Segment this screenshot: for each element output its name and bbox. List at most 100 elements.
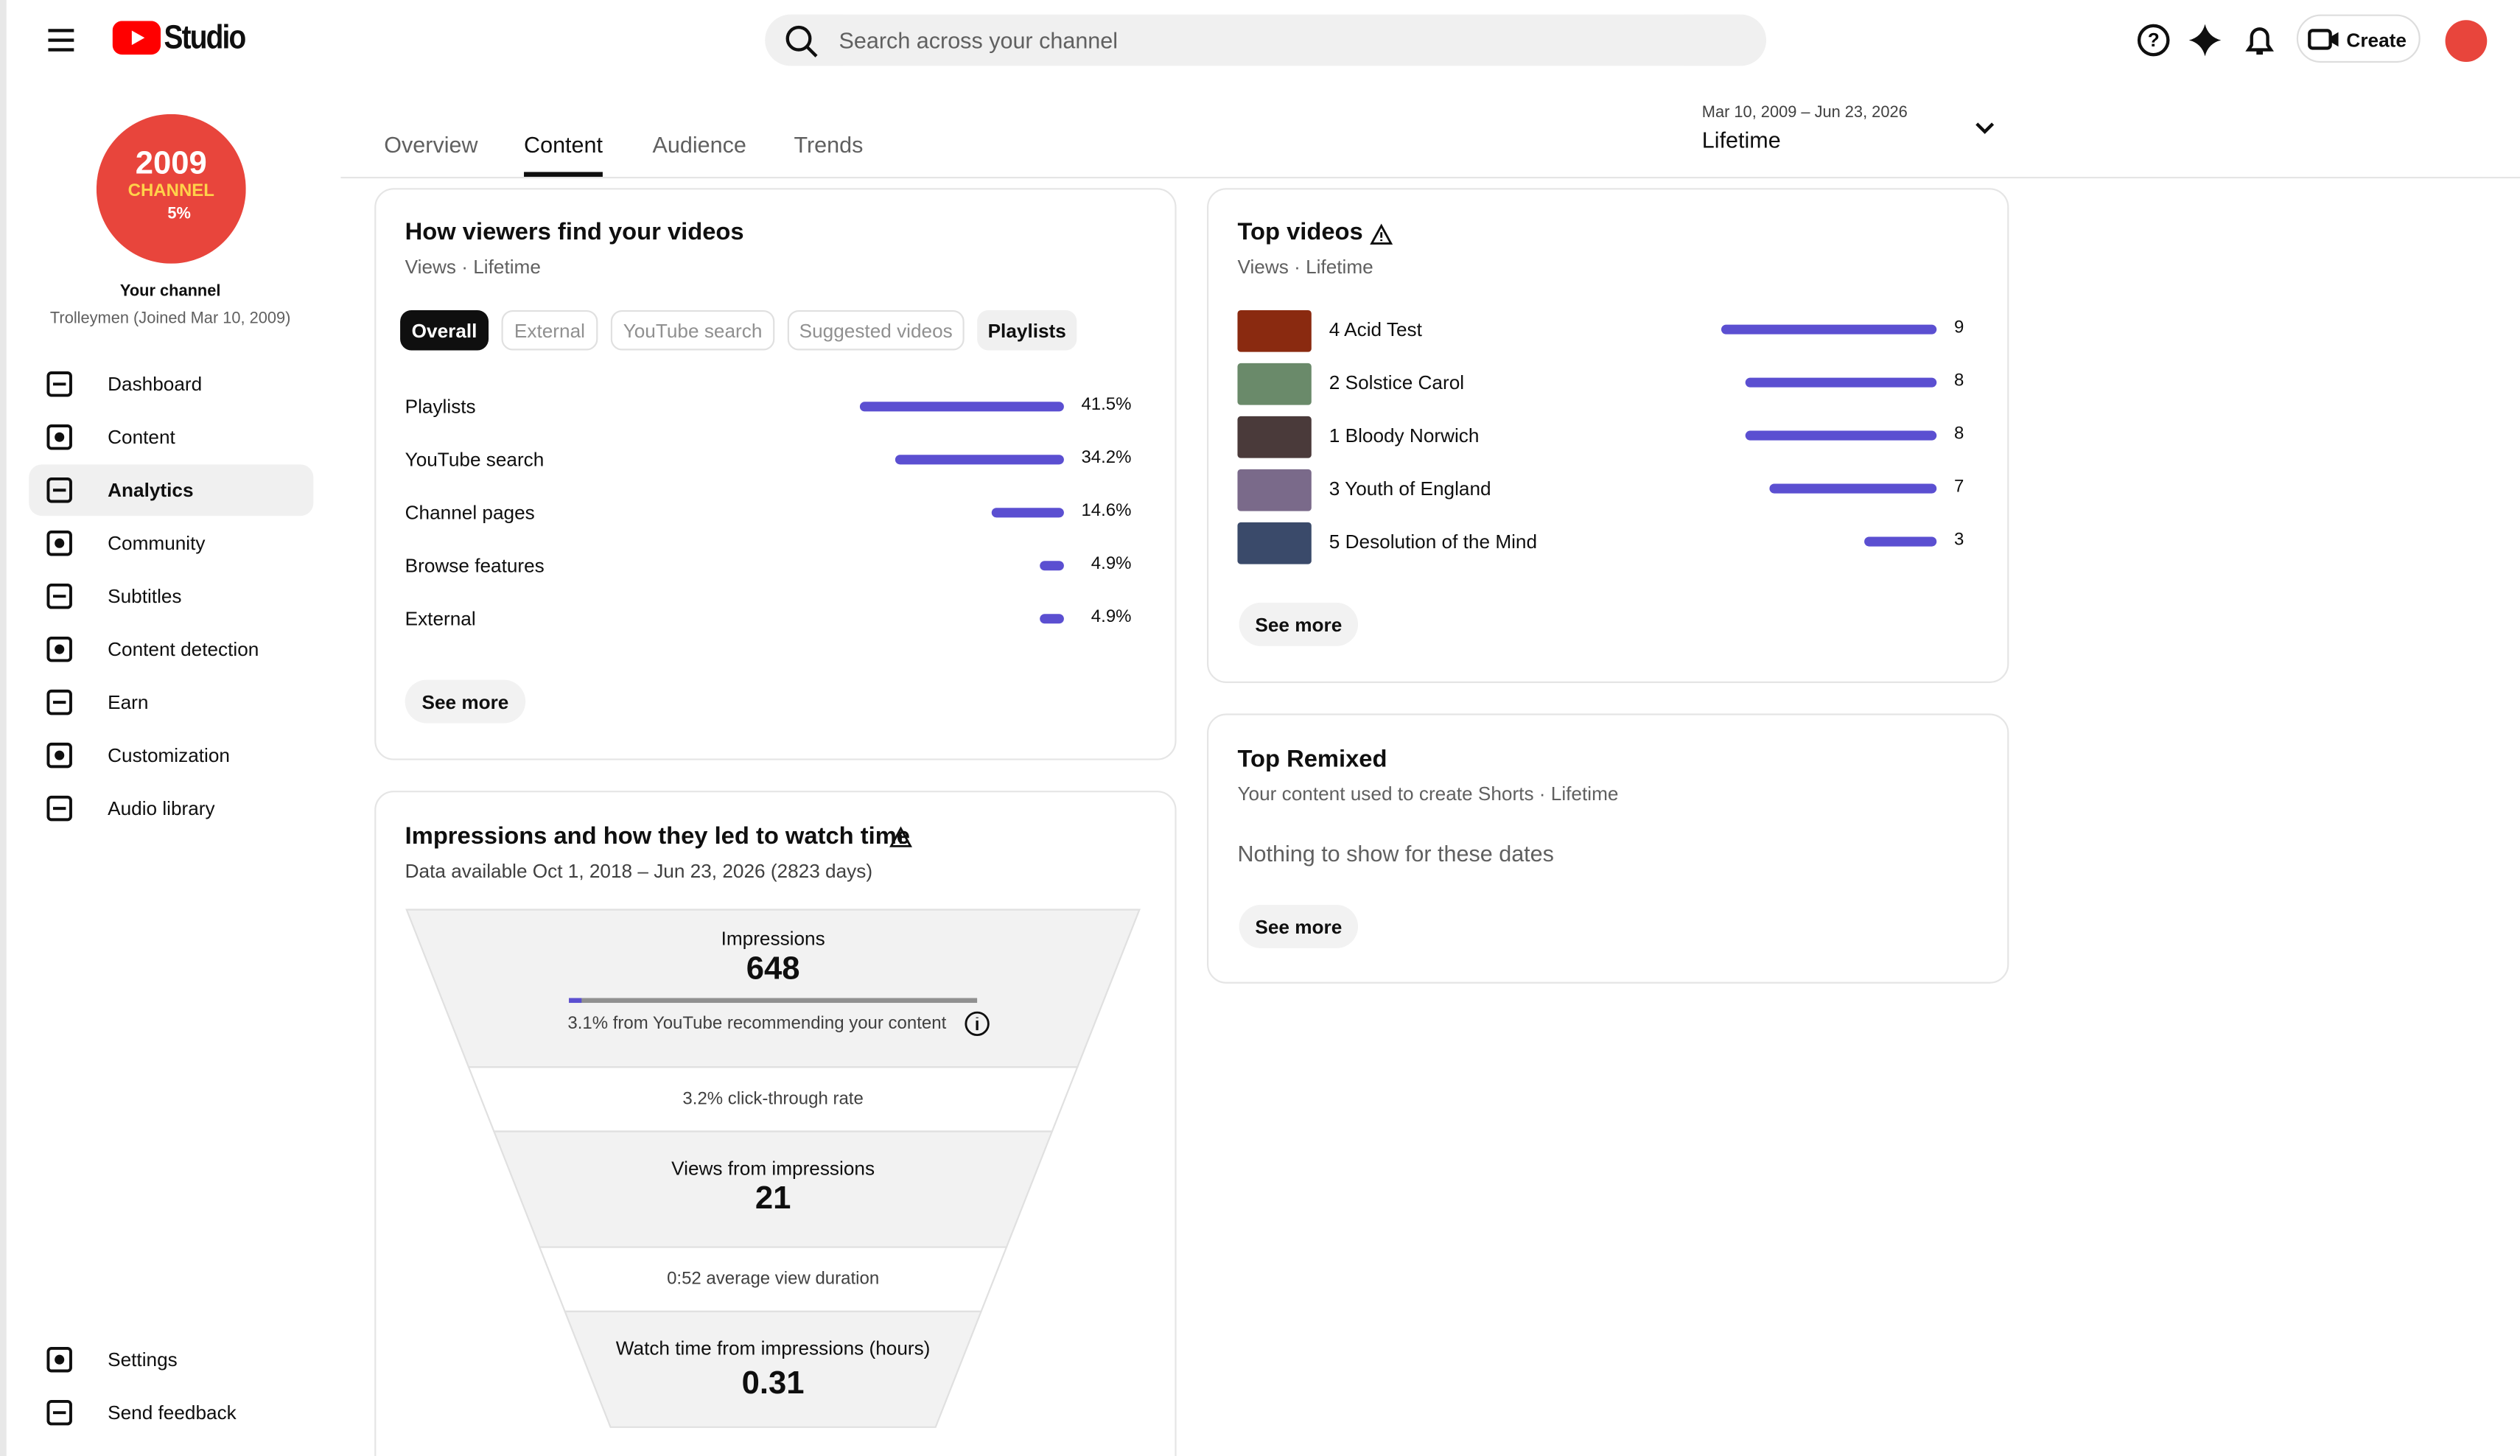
video-thumbnail[interactable] — [1237, 469, 1312, 511]
source-label: External — [405, 607, 476, 630]
nav-icon[interactable] — [43, 474, 76, 506]
date-range[interactable]: Mar 10, 2009 – Jun 23, 2026 — [1701, 104, 1908, 122]
tab[interactable]: Content — [524, 131, 603, 158]
stage-label: Impressions — [721, 927, 825, 951]
video-title[interactable]: 5 Desolution of the Mind — [1329, 530, 1538, 553]
video-thumbnail[interactable] — [1237, 363, 1312, 405]
date-dropdown[interactable] — [1973, 121, 1996, 137]
search-box[interactable] — [765, 14, 1767, 66]
stage-note: 3.2% click-through rate — [682, 1089, 864, 1109]
create-label[interactable]: Create — [2346, 29, 2407, 52]
nav-item[interactable]: Audio library — [108, 797, 215, 820]
source-bar — [895, 455, 1064, 465]
tab[interactable]: Overview — [384, 131, 478, 158]
stage-label: Views from impressions — [671, 1157, 875, 1180]
nav-item[interactable]: Content detection — [108, 637, 259, 661]
tab[interactable]: Audience — [652, 131, 746, 158]
nav-icon[interactable] — [43, 686, 76, 718]
create-icon[interactable] — [2308, 27, 2340, 53]
nav-icon[interactable] — [43, 633, 76, 665]
video-bar — [1768, 483, 1937, 494]
source-bar — [992, 508, 1064, 518]
menu-button[interactable] — [45, 26, 77, 55]
channel-label: Your channel — [119, 282, 221, 301]
see-more-button[interactable]: See more — [1239, 904, 1359, 948]
nav-item[interactable]: Settings — [108, 1348, 178, 1371]
filter-chip[interactable]: External — [501, 309, 598, 351]
see-more-button[interactable]: See more — [1239, 602, 1359, 646]
video-title[interactable]: 3 Youth of England — [1329, 477, 1491, 500]
nav-item[interactable]: Content — [108, 425, 175, 449]
nav-icon[interactable] — [43, 421, 76, 453]
nav-icon[interactable] — [43, 1396, 76, 1429]
filter-chip[interactable]: Playlists — [977, 309, 1077, 351]
source-label: YouTube search — [405, 448, 545, 472]
source-value: 4.9% — [1091, 554, 1132, 574]
source-label: Browse features — [405, 554, 545, 578]
warning-icon[interactable] — [1369, 223, 1393, 246]
info-icon — [965, 1011, 990, 1037]
card-subtitle: Views · Lifetime — [405, 255, 541, 279]
video-bar — [1721, 324, 1937, 335]
avatar-text: 2009 — [135, 146, 207, 182]
filter-chip[interactable]: Overall — [400, 309, 489, 351]
card-subtitle: Data available Oct 1, 2018 – Jun 23, 202… — [405, 859, 873, 883]
stage-note: 0:52 average view duration — [667, 1270, 880, 1289]
nav-icon[interactable] — [43, 527, 76, 559]
create-button[interactable] — [2296, 14, 2421, 63]
filter-chip[interactable]: Suggested videos — [787, 309, 965, 351]
video-title[interactable]: 4 Acid Test — [1329, 318, 1422, 341]
video-title[interactable]: 2 Solstice Carol — [1329, 371, 1465, 394]
nav-item[interactable]: Analytics — [108, 478, 194, 502]
logo-icon[interactable] — [112, 21, 161, 56]
nav-icon[interactable] — [43, 792, 76, 825]
traffic-card — [374, 188, 1177, 760]
video-bar — [1745, 430, 1937, 441]
stage-value: 0.31 — [741, 1365, 805, 1401]
channel-avatar[interactable] — [96, 113, 246, 264]
nav-item[interactable]: Dashboard — [108, 373, 203, 396]
tab[interactable]: Trends — [794, 131, 864, 158]
filter-chip[interactable]: YouTube search — [610, 309, 775, 351]
nav-item[interactable]: Customization — [108, 743, 230, 767]
nav-icon[interactable] — [43, 1343, 76, 1376]
account-avatar[interactable] — [2444, 19, 2488, 63]
video-thumbnail[interactable] — [1237, 309, 1312, 352]
nav-item[interactable]: Community — [108, 531, 206, 555]
nav-highlight[interactable] — [29, 464, 314, 517]
video-value: 7 — [1953, 477, 1964, 497]
video-title[interactable]: 1 Bloody Norwich — [1329, 424, 1480, 447]
source-bar — [859, 402, 1064, 412]
nav-icon[interactable] — [43, 580, 76, 612]
date-period[interactable]: Lifetime — [1701, 127, 1781, 153]
nav-item[interactable]: Subtitles — [108, 584, 182, 608]
header-icons[interactable]: ? — [2136, 23, 2281, 61]
card-title: Top videos — [1237, 218, 1363, 246]
card-subtitle: Your content used to create Shorts · Lif… — [1237, 783, 1619, 805]
video-bar — [1745, 377, 1937, 388]
empty-message: Nothing to show for these dates — [1237, 840, 1554, 867]
recommend-bar — [569, 998, 582, 1004]
nav-item[interactable]: Send feedback — [108, 1401, 237, 1424]
video-thumbnail[interactable] — [1237, 522, 1312, 564]
video-bar — [1864, 536, 1937, 547]
nav-icon[interactable] — [43, 368, 76, 400]
svg-text:?: ? — [2148, 29, 2160, 51]
card-title: How viewers find your videos — [405, 218, 744, 246]
nav-icon[interactable] — [43, 739, 76, 771]
video-value: 8 — [1953, 371, 1964, 391]
video-thumbnail[interactable] — [1237, 416, 1312, 458]
app-name[interactable]: Studio — [164, 19, 246, 57]
stage-value: 648 — [746, 951, 800, 987]
see-more-button[interactable]: See more — [405, 679, 526, 724]
stage-label: Watch time from impressions (hours) — [615, 1337, 931, 1360]
warning-icon[interactable] — [889, 826, 913, 849]
source-label: Playlists — [405, 395, 476, 419]
avatar-text: 5% — [167, 206, 191, 224]
source-bar — [1040, 614, 1064, 624]
stage-value: 21 — [755, 1181, 791, 1217]
card-title: Impressions and how they led to watch ti… — [405, 822, 911, 850]
nav-item[interactable]: Earn — [108, 690, 149, 714]
search-placeholder[interactable]: Search across your channel — [839, 27, 1119, 53]
search-icon[interactable] — [784, 24, 819, 60]
